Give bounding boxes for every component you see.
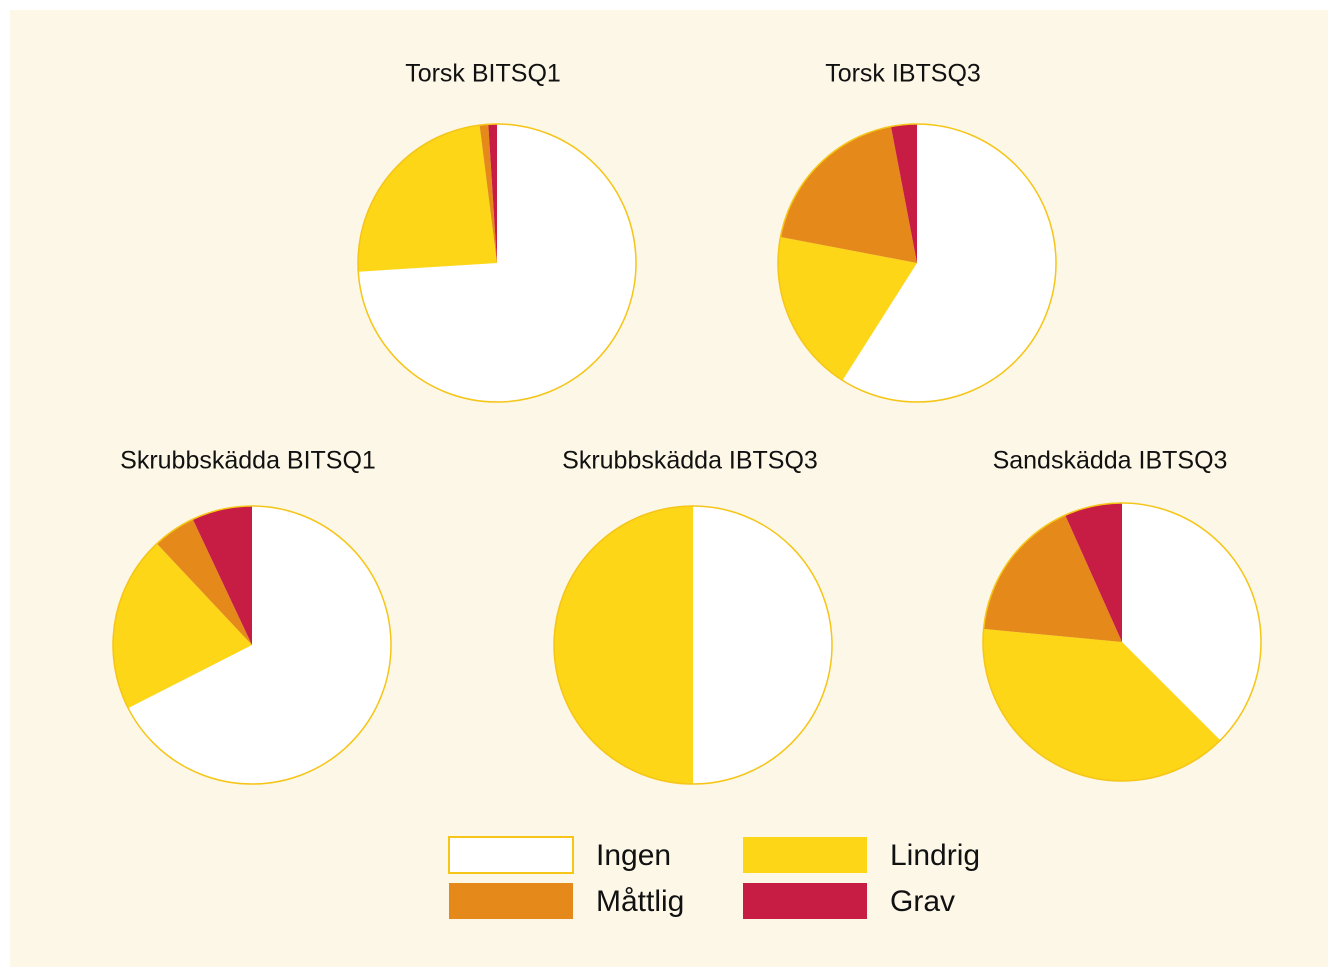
legend-label: Lindrig [890, 839, 980, 872]
legend-swatch [743, 837, 867, 873]
pie-slice [479, 124, 497, 263]
pie-title: Torsk BITSQ1 [405, 60, 561, 88]
pie-slice [192, 506, 252, 645]
pie-title: Skrubbskädda IBTSQ3 [562, 447, 818, 475]
pie-slice [113, 543, 252, 709]
legend-swatch [448, 836, 574, 874]
pie-slice [128, 506, 392, 784]
pie-title: Sandskädda IBTSQ3 [993, 447, 1228, 475]
pie-outline [777, 123, 1057, 403]
pie-title: Torsk IBTSQ3 [825, 60, 981, 88]
background [10, 10, 1328, 967]
pie-slice [156, 519, 252, 645]
pie-outline [112, 505, 392, 785]
pie-slice [358, 125, 497, 272]
pie-slice [890, 124, 917, 263]
pie-slice [1122, 503, 1261, 741]
legend-swatch [743, 883, 867, 919]
legend-label: Grav [890, 885, 955, 918]
pie-slice [693, 506, 832, 784]
pie-slice [488, 124, 497, 263]
pie-slice [780, 126, 917, 264]
pie-title: Skrubbskädda BITSQ1 [120, 447, 376, 475]
pie-outline [982, 502, 1262, 782]
pie-outline [357, 123, 637, 403]
legend-label: Ingen [596, 839, 671, 872]
pie-slice [778, 236, 917, 381]
pie-slice [358, 124, 636, 402]
pie-slice [554, 506, 693, 784]
pie-slice [982, 628, 1221, 782]
legend-swatch [449, 883, 573, 919]
legend-label: Måttlig [596, 885, 684, 918]
pie-outline [553, 505, 833, 785]
pie-slice [983, 515, 1122, 642]
pie-slice [1065, 503, 1122, 642]
pie-slice [842, 124, 1056, 402]
